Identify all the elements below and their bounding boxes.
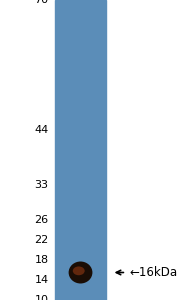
Text: ←16kDa: ←16kDa	[130, 266, 178, 279]
Text: 10: 10	[34, 295, 48, 300]
Text: 26: 26	[34, 215, 48, 225]
Text: 33: 33	[34, 180, 48, 190]
Text: 14: 14	[34, 275, 48, 285]
Ellipse shape	[73, 266, 85, 275]
Bar	[55, 0, 106, 300]
Text: 18: 18	[34, 255, 48, 265]
Ellipse shape	[69, 262, 92, 284]
Text: 22: 22	[34, 235, 48, 245]
Text: 70: 70	[34, 0, 48, 5]
Text: 44: 44	[34, 125, 48, 135]
